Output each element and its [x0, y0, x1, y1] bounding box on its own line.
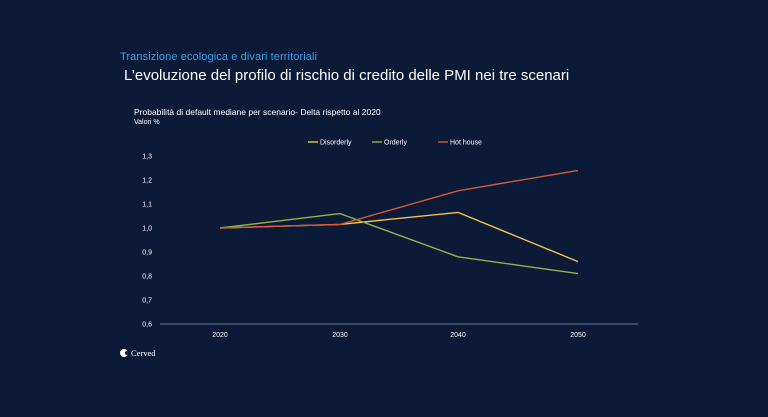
x-tick-label: 2020: [212, 332, 228, 339]
section-kicker: Transizione ecologica e divari territori…: [120, 51, 318, 63]
y-tick-label: 0,7: [142, 298, 152, 305]
series-line-hot-house: [219, 169, 579, 229]
series-line-orderly: [219, 212, 579, 275]
page-title: L’evoluzione del profilo di rischio di c…: [124, 67, 570, 84]
x-tick-label: 2040: [450, 332, 466, 339]
y-tick-label: 0,6: [142, 322, 152, 329]
series-lines: [219, 169, 579, 275]
legend: Disorderly Orderly Hot house: [308, 140, 482, 147]
y-tick-label: 1,3: [142, 154, 152, 161]
x-tick-label: 2030: [332, 332, 348, 339]
y-tick-label: 1,2: [142, 178, 152, 185]
y-tick-label: 1,0: [142, 226, 152, 233]
x-tick-label: 2050: [570, 332, 586, 339]
brand-name: Cerved: [131, 348, 156, 358]
brand-logo: Cerved: [120, 348, 156, 358]
series-line-disorderly: [219, 211, 579, 263]
y-tick-label: 0,8: [142, 274, 152, 281]
y-tick-label: 1,1: [142, 202, 152, 209]
cerved-logo-icon: [120, 349, 128, 357]
legend-label: Orderly: [384, 140, 407, 147]
y-tick-label: 0,9: [142, 250, 152, 257]
chart-subtitle: Valori %: [134, 119, 160, 126]
y-axis-ticks: 0,6 0,7 0,8 0,9 1,0 1,1 1,2 1,3: [142, 154, 152, 329]
legend-label: Hot house: [450, 140, 482, 147]
chart-title: Probabilità di default mediane per scena…: [134, 107, 381, 117]
x-axis-ticks: 2020 2030 2040 2050: [212, 332, 586, 339]
legend-label: Disorderly: [320, 140, 352, 147]
